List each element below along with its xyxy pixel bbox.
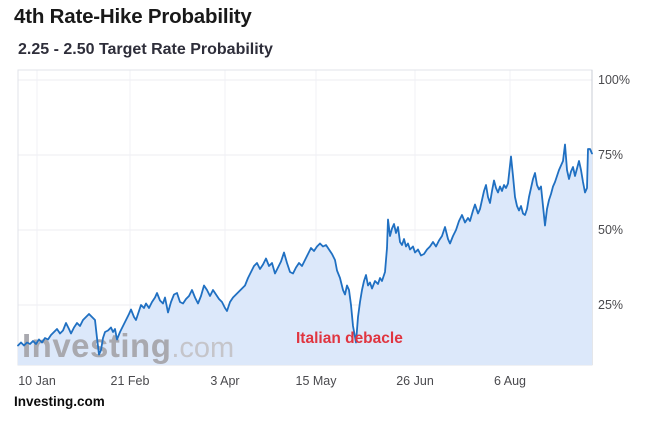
footer-brand: Investing.com bbox=[14, 394, 105, 409]
x-tick-label: 15 May bbox=[295, 374, 337, 388]
y-tick-label: 25% bbox=[598, 298, 624, 312]
chart-title: 4th Rate-Hike Probability bbox=[14, 5, 252, 28]
annotation-italian-debacle: Italian debacle bbox=[296, 330, 403, 347]
grid-and-area bbox=[17, 69, 593, 366]
x-tick-label: 26 Jun bbox=[396, 374, 434, 388]
x-tick-label: 6 Aug bbox=[494, 374, 526, 388]
x-tick-label: 21 Feb bbox=[110, 374, 150, 388]
x-tick-label: 10 Jan bbox=[18, 374, 56, 388]
area-fill bbox=[18, 144, 592, 365]
y-tick-label: 75% bbox=[598, 148, 624, 162]
chart-subtitle: 2.25 - 2.50 Target Rate Probability bbox=[18, 41, 273, 58]
y-tick-label: 100% bbox=[598, 73, 630, 87]
probability-line bbox=[17, 143, 593, 356]
y-tick-label: 50% bbox=[598, 223, 624, 237]
probability-line-path bbox=[17, 143, 593, 356]
x-tick-label: 3 Apr bbox=[210, 374, 240, 388]
